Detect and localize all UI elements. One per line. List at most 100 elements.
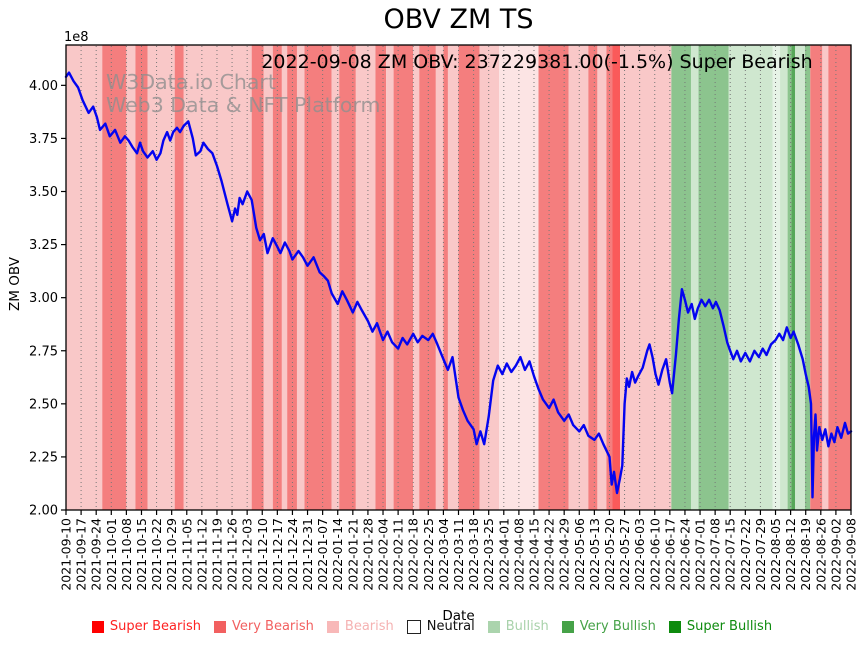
y-axis-offset-label: 1e8 xyxy=(64,30,89,45)
watermark: W3Data.io Chart Web3 Data & NFT Platform xyxy=(106,71,380,117)
x-tick-label: 2022-04-08 xyxy=(511,518,526,591)
sentiment-band-bearish xyxy=(822,45,829,510)
x-tick-label: 2022-01-28 xyxy=(360,518,375,591)
x-tick-label: 2021-12-24 xyxy=(285,518,300,591)
sentiment-band-very_bullish xyxy=(804,45,811,510)
sentiment-band-bearish xyxy=(263,45,273,510)
x-tick-label: 2022-04-22 xyxy=(542,518,557,591)
sentiment-band-very_bearish xyxy=(393,45,414,510)
sentiment-band-very_bullish xyxy=(698,45,729,510)
obv-line xyxy=(64,71,853,499)
legend-item: Neutral xyxy=(406,619,475,634)
x-tick-label: 2021-10-01 xyxy=(104,518,119,591)
x-tick-label: 2022-03-18 xyxy=(466,518,481,591)
sentiment-band-very_bearish xyxy=(419,45,436,510)
x-tick-label: 2022-07-29 xyxy=(753,518,768,591)
x-tick-label: 2022-08-19 xyxy=(798,518,813,591)
sentiment-band-very_bullish xyxy=(671,45,691,510)
sentiment-band-bullish_light xyxy=(772,45,781,510)
sentiment-band-bearish xyxy=(620,45,672,510)
x-tick-label: 2022-07-01 xyxy=(693,518,708,591)
x-tick-label: 2022-03-25 xyxy=(481,518,496,591)
sentiment-band-bullish xyxy=(780,45,788,510)
x-tick-label: 2022-08-05 xyxy=(768,518,783,591)
sentiment-band-very_bearish xyxy=(251,45,264,510)
x-tick-label: 2022-05-13 xyxy=(587,518,602,591)
legend-swatch xyxy=(326,620,339,633)
legend-swatch xyxy=(487,620,500,633)
x-tick-label: 2022-03-11 xyxy=(451,518,466,591)
y-tick-label: 2.25 xyxy=(29,450,58,465)
x-tick-label: 2021-11-05 xyxy=(179,518,194,591)
sentiment-band-bearish xyxy=(331,45,340,510)
y-tick-label: 4.00 xyxy=(29,79,58,94)
sentiment-band-bearish xyxy=(183,45,252,510)
legend-label: Super Bearish xyxy=(109,619,201,634)
legend-label: Super Bullish xyxy=(686,619,773,634)
x-tick-label: 2022-01-21 xyxy=(345,518,360,591)
legend-swatch xyxy=(561,620,574,633)
x-tick-label: 2021-10-15 xyxy=(134,518,149,591)
sentiment-band-very_bearish xyxy=(810,45,823,510)
y-tick-label: 2.00 xyxy=(29,504,58,519)
x-tick-label: 2021-11-26 xyxy=(225,518,240,591)
legend-swatch xyxy=(406,619,421,634)
sentiment-band-very_bearish xyxy=(135,45,148,510)
sentiment-band-very_bearish xyxy=(443,45,448,510)
x-tick-label: 2022-05-06 xyxy=(572,518,587,591)
x-tick-label: 2022-06-17 xyxy=(662,518,677,591)
x-tick-label: 2021-09-10 xyxy=(59,518,74,591)
sentiment-band-very_bearish xyxy=(828,45,851,510)
last-point-annotation: 2022-09-08 ZM OBV: 237229381.00(-1.5%) S… xyxy=(261,51,813,73)
legend-label: Bullish xyxy=(505,619,549,634)
sentiment-band-bearish xyxy=(435,45,444,510)
x-tick-label: 2022-09-02 xyxy=(828,518,843,591)
sentiment-band-super_bearish xyxy=(612,45,621,510)
x-tick-label: 2022-08-12 xyxy=(783,518,798,591)
legend-label: Bearish xyxy=(344,619,394,634)
sentiment-band-bearish xyxy=(447,45,459,510)
x-tick-label: 2022-08-26 xyxy=(813,518,828,591)
legend-swatch xyxy=(668,620,681,633)
sentiment-band-bearish xyxy=(413,45,420,510)
y-tick-label: 3.50 xyxy=(29,185,58,200)
legend-item: Super Bearish xyxy=(91,619,201,634)
x-axis-label: Date xyxy=(442,608,475,624)
x-tick-label: 2021-09-17 xyxy=(74,518,89,591)
sentiment-band-bearish xyxy=(296,45,305,510)
sentiment-band-bearish xyxy=(147,45,175,510)
sentiment-band-very_bearish xyxy=(538,45,569,510)
x-tick-label: 2022-05-20 xyxy=(602,518,617,591)
legend-label: Neutral xyxy=(426,619,475,634)
legend-item: Very Bearish xyxy=(214,619,314,634)
x-tick-label: 2022-06-10 xyxy=(647,518,662,591)
x-tick-label: 2021-10-08 xyxy=(119,518,134,591)
sentiment-band-super_bullish xyxy=(791,45,796,510)
x-tick-label: 2021-11-12 xyxy=(194,518,209,591)
sentiment-band-very_bearish xyxy=(606,45,613,510)
legend-label: Very Bullish xyxy=(579,619,656,634)
x-tick-label: 2022-04-15 xyxy=(526,518,541,591)
legend-item: Very Bullish xyxy=(561,619,656,634)
sentiment-band-bearish xyxy=(126,45,136,510)
sentiment-band-bearish xyxy=(355,45,376,510)
x-tick-label: 2022-02-18 xyxy=(406,518,421,591)
x-tick-label: 2022-01-14 xyxy=(330,518,345,591)
x-tick-label: 2022-02-04 xyxy=(376,518,391,591)
x-tick-label: 2021-12-10 xyxy=(255,518,270,591)
x-tick-label: 2022-07-08 xyxy=(708,518,723,591)
legend-label: Very Bearish xyxy=(232,619,314,634)
x-tick-label: 2021-12-17 xyxy=(270,518,285,591)
sentiment-band-very_bearish xyxy=(375,45,387,510)
sentiment-band-very_bearish xyxy=(287,45,297,510)
y-tick-label: 3.75 xyxy=(29,132,58,147)
x-tick-label: 2022-05-27 xyxy=(617,518,632,591)
sentiment-band-bullish xyxy=(795,45,805,510)
sentiment-band-bullish xyxy=(690,45,699,510)
legend-item: Super Bullish xyxy=(668,619,773,634)
sentiment-band-bearish xyxy=(597,45,607,510)
sentiment-band-very_bearish xyxy=(272,45,282,510)
sentiment-band-very_bearish xyxy=(588,45,598,510)
